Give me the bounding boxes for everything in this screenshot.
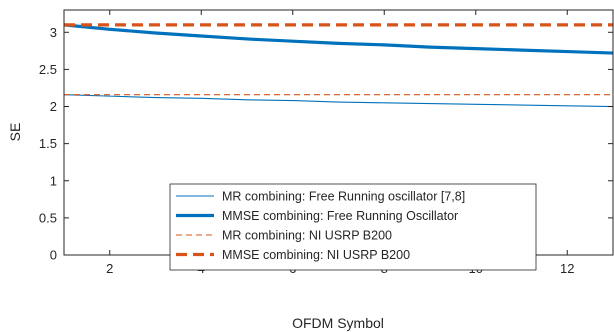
y-tick-label: 2.5 (39, 62, 57, 77)
y-tick-label: 0 (50, 248, 57, 263)
y-tick-label: 3 (50, 25, 57, 40)
series-line-2 (63, 23, 614, 55)
series-layer (63, 23, 614, 108)
legend-label: MMSE combining: Free Running Oscillator (222, 209, 458, 223)
legend: MR combining: Free Running oscillator [7… (169, 183, 537, 271)
y-tick-label: 2 (50, 99, 57, 114)
x-axis-title: OFDM Symbol (292, 315, 384, 331)
y-tick-label: 0.5 (39, 210, 57, 225)
y-axis-title: SE (7, 123, 23, 142)
legend-box (169, 183, 537, 271)
legend-label: MMSE combining: NI USRP B200 (222, 248, 410, 262)
x-tick-label: 12 (560, 261, 574, 276)
legend-label: MR combining: Free Running oscillator [7… (222, 190, 465, 204)
legend-label: MR combining: NI USRP B200 (222, 229, 392, 243)
y-tick-label: 1 (50, 173, 57, 188)
x-tick-label: 2 (106, 261, 113, 276)
y-tick-label: 1.5 (39, 136, 57, 151)
series-line-1 (63, 94, 614, 108)
